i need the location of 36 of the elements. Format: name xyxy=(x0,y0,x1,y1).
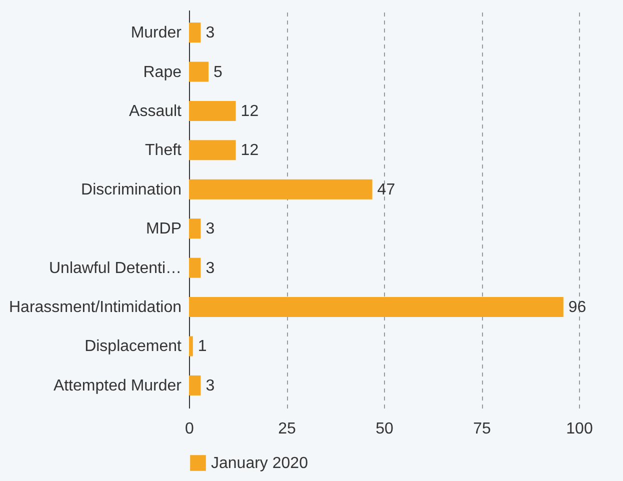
bar xyxy=(189,375,201,396)
y-tick-label: Assault xyxy=(129,102,182,120)
x-tick-label: 50 xyxy=(376,420,394,438)
y-tick-label: Discrimination xyxy=(81,181,182,198)
data-label: 12 xyxy=(240,102,259,120)
bar xyxy=(189,218,201,239)
data-label: 3 xyxy=(206,220,215,238)
bar xyxy=(189,100,236,121)
bar xyxy=(189,258,201,278)
data-label: 3 xyxy=(206,377,215,394)
data-label: 96 xyxy=(568,299,586,316)
y-tick-label: Attempted Murder xyxy=(53,377,182,394)
y-tick-label: Theft xyxy=(145,142,182,160)
bar xyxy=(189,336,193,356)
x-tick-label: 75 xyxy=(473,420,491,438)
y-tick-label: Murder xyxy=(130,24,182,42)
bar xyxy=(189,179,372,200)
data-label: 12 xyxy=(240,142,259,160)
bar xyxy=(189,22,201,43)
legend-label: January 2020 xyxy=(211,455,308,472)
data-label: 5 xyxy=(214,64,222,81)
data-label: 47 xyxy=(377,181,396,198)
x-tick-label: 25 xyxy=(278,420,296,438)
bar xyxy=(189,62,208,82)
bar xyxy=(189,140,236,160)
y-tick-label: Harassment/Intimidation xyxy=(8,299,182,316)
y-tick-label: Rape xyxy=(143,64,182,81)
data-label: 3 xyxy=(206,260,215,277)
data-label: 3 xyxy=(206,24,215,42)
data-label: 1 xyxy=(198,338,207,356)
y-tick-label: Displacement xyxy=(84,338,182,356)
bar xyxy=(189,297,564,318)
y-tick-label: Unlawful Detenti… xyxy=(49,260,182,277)
x-tick-label: 0 xyxy=(185,420,194,438)
x-tick-label: 100 xyxy=(566,420,593,438)
y-tick-label: MDP xyxy=(146,220,182,238)
